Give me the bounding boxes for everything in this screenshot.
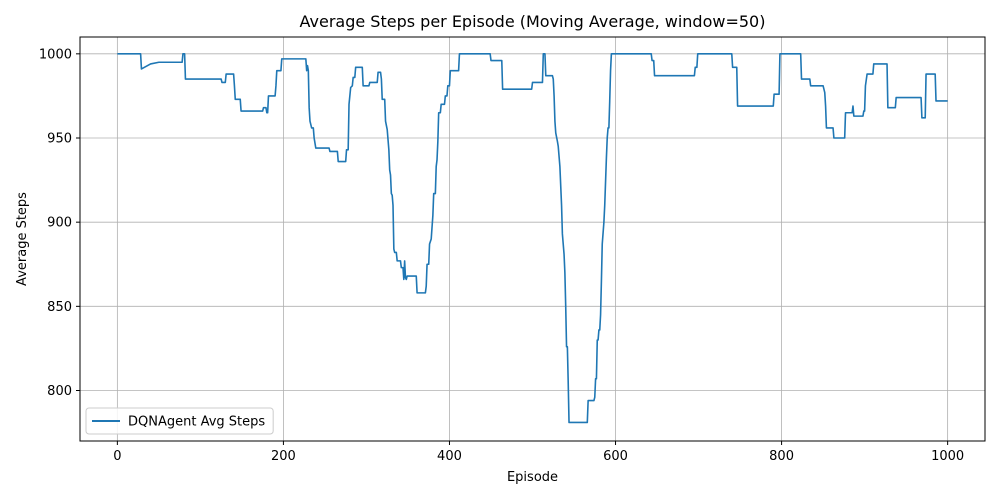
x-tick-label: 200 [271,449,296,464]
y-tick-label: 900 [47,216,72,231]
legend: DQNAgent Avg Steps [85,407,274,435]
y-axis-label: Average Steps [15,192,30,286]
legend-label: DQNAgent Avg Steps [128,415,265,430]
y-axis: 800 850 900 950 1000 [39,47,80,399]
x-axis-label: Episode [507,470,558,485]
x-tick-label: 1000 [931,449,964,464]
x-axis: 0 200 400 600 800 1000 [113,441,964,464]
y-tick-label: 800 [47,384,72,399]
x-tick-label: 0 [113,449,121,464]
chart-title: Average Steps per Episode (Moving Averag… [300,12,766,31]
x-tick-label: 800 [769,449,794,464]
series-layer [117,53,948,424]
legend-box [85,407,274,435]
x-tick-label: 400 [437,449,462,464]
plot-frame [79,36,986,442]
y-tick-label: 950 [47,132,72,147]
x-tick-label: 600 [603,449,628,464]
y-tick-label: 850 [47,300,72,315]
y-tick-label: 1000 [39,47,72,62]
series-line [117,53,948,424]
